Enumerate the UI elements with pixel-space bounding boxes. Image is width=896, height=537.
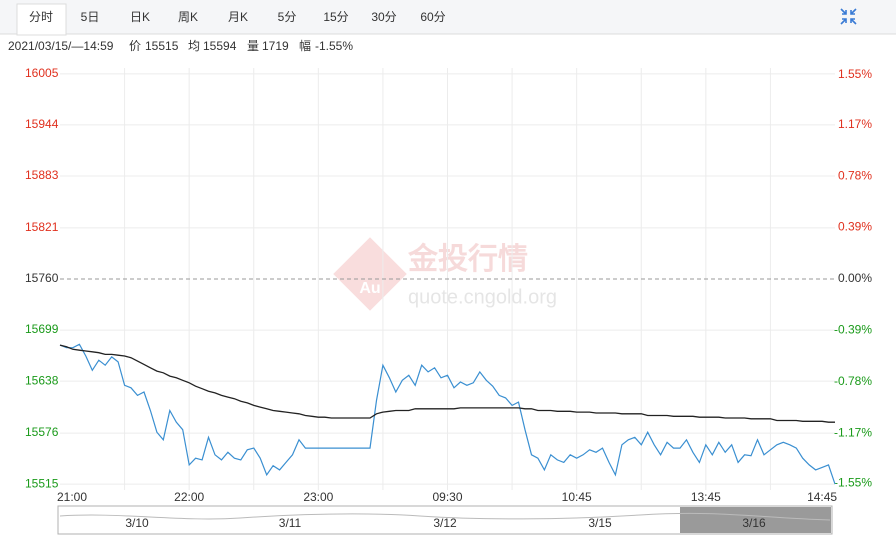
x-tick-label: 10:45 xyxy=(562,490,592,504)
icon-arrow xyxy=(850,18,857,25)
y-tick-label: 15944 xyxy=(25,117,59,131)
y2-tick-label: 0.39% xyxy=(838,220,872,234)
navigator[interactable] xyxy=(57,505,833,535)
x-tick-label: 23:00 xyxy=(303,490,333,504)
y-tick-label: 15821 xyxy=(25,220,59,234)
y-tick-label: 16005 xyxy=(25,66,59,80)
icon-arrow xyxy=(840,8,847,15)
info-datetime: 2021/03/15/—14:59 xyxy=(8,39,114,53)
info-label: 量 xyxy=(247,39,259,53)
collapse-icon[interactable] xyxy=(840,8,857,25)
navigator-label: 3/12 xyxy=(433,516,457,530)
y-tick-label: 15515 xyxy=(25,476,59,490)
y2-tick-label: 1.17% xyxy=(838,117,872,131)
watermark-logo-text: Au xyxy=(359,280,380,297)
y2-tick-label: -0.39% xyxy=(834,323,872,337)
navigator-label: 3/16 xyxy=(742,516,766,530)
tab[interactable]: 月K xyxy=(228,10,248,24)
info-value: 1719 xyxy=(262,39,289,53)
watermark-url: quote.cngold.org xyxy=(408,286,557,308)
y-tick-label: 15883 xyxy=(25,168,59,182)
y2-tick-label: 0.00% xyxy=(838,271,872,285)
info-label: 价 xyxy=(129,39,141,53)
tab[interactable]: 30分 xyxy=(371,10,396,24)
info-value: -1.55% xyxy=(315,39,353,53)
tab[interactable]: 周K xyxy=(178,10,198,24)
navigator-label: 3/10 xyxy=(125,516,149,530)
y-tick-label: 15760 xyxy=(25,271,59,285)
watermark: Au 金投行情 quote.cngold.org xyxy=(333,237,557,311)
tab[interactable]: 15分 xyxy=(323,10,348,24)
y2-tick-label: 1.55% xyxy=(838,67,872,81)
icon-arrow xyxy=(840,18,847,25)
navigator-window[interactable] xyxy=(680,507,831,533)
price-line xyxy=(59,344,835,423)
navigator-decoration xyxy=(59,512,831,521)
y-tick-label: 15638 xyxy=(25,373,59,387)
info-line: 2021/03/15/—14:59 价 15515 均 15594 量 1719… xyxy=(8,38,353,53)
tab[interactable]: 5分 xyxy=(278,10,297,24)
y-tick-label: 15576 xyxy=(25,425,59,439)
tab[interactable]: 分时 xyxy=(29,10,53,24)
navigator-label: 3/15 xyxy=(588,516,612,530)
y2-tick-label: -0.78% xyxy=(834,374,872,388)
y2-tick-label: 0.78% xyxy=(838,168,872,182)
toolbar xyxy=(0,0,896,34)
info-label: 均 xyxy=(188,39,200,53)
watermark-logo xyxy=(333,237,407,311)
tab[interactable]: 60分 xyxy=(420,10,445,24)
info-label: 幅 xyxy=(299,38,311,53)
x-tick-label: 14:45 xyxy=(807,490,837,504)
watermark-brand: 金投行情 xyxy=(407,242,528,276)
tab[interactable]: 日K xyxy=(130,10,150,24)
navigator-label: 3/11 xyxy=(279,516,302,530)
info-value: 15515 xyxy=(145,39,179,53)
icon-arrow xyxy=(850,8,857,15)
price-line xyxy=(59,343,836,485)
x-tick-label: 13:45 xyxy=(691,490,721,504)
x-tick-label: 09:30 xyxy=(432,490,462,504)
y2-tick-label: -1.17% xyxy=(834,425,872,439)
y-tick-label: 15699 xyxy=(25,322,59,336)
info-value: 15594 xyxy=(203,39,237,53)
x-tick-label: 21:00 xyxy=(57,490,87,504)
tab[interactable]: 5日 xyxy=(81,10,100,24)
x-tick-label: 22:00 xyxy=(174,490,204,504)
y2-tick-label: -1.55% xyxy=(834,476,872,490)
active-tab xyxy=(16,3,67,36)
